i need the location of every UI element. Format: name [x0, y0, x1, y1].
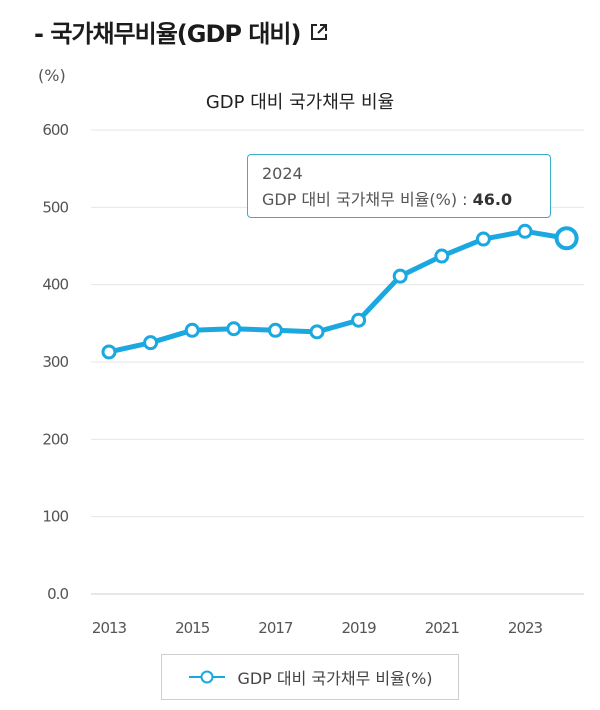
x-tick-label: 2023 — [508, 619, 543, 637]
x-tick-label: 2015 — [175, 619, 210, 637]
data-point[interactable] — [309, 324, 325, 340]
external-link-icon[interactable] — [310, 23, 328, 41]
x-axis-ticks: 2013 2015 2017 2019 2021 2023 — [92, 619, 544, 637]
tooltip: 2024 GDP 대비 국가채무 비율(%) : 46.0 — [247, 154, 551, 218]
y-unit-label: (%) — [38, 66, 66, 85]
data-point[interactable] — [517, 223, 533, 239]
data-point[interactable] — [351, 312, 367, 328]
chart-title: GDP 대비 국가채무 비율 — [206, 92, 394, 113]
data-point[interactable] — [434, 248, 450, 264]
x-tick-label: 2021 — [425, 619, 460, 637]
data-points — [101, 223, 579, 360]
y-tick-label: 300 — [42, 353, 68, 371]
y-axis-ticks: 600 500 400 300 200 100 0.0 — [42, 121, 69, 603]
tooltip-label: GDP 대비 국가채무 비율(%) : — [262, 190, 468, 209]
data-point[interactable] — [475, 231, 491, 247]
x-tick-label: 2017 — [258, 619, 293, 637]
data-point[interactable] — [554, 226, 579, 251]
section-title-text: - 국가채무비율(GDP 대비) — [34, 20, 301, 48]
y-tick-label: 400 — [42, 276, 68, 294]
data-point[interactable] — [101, 344, 117, 360]
data-point[interactable] — [267, 322, 283, 338]
series-line — [106, 228, 570, 355]
legend-label: GDP 대비 국가채무 비율(%) — [237, 669, 433, 688]
y-tick-label: 200 — [42, 430, 68, 448]
x-tick-label: 2019 — [342, 619, 377, 637]
data-point[interactable] — [226, 321, 242, 337]
y-tick-label: 600 — [42, 121, 68, 139]
tooltip-body: GDP 대비 국가채무 비율(%) : 46.0 — [262, 187, 536, 213]
legend[interactable]: GDP 대비 국가채무 비율(%) — [161, 654, 459, 700]
gridlines — [91, 129, 584, 595]
data-point[interactable] — [184, 322, 200, 338]
y-tick-label: 100 — [42, 508, 68, 526]
y-tick-label: 0.0 — [47, 585, 68, 603]
data-point[interactable] — [392, 268, 408, 284]
y-tick-label: 500 — [42, 198, 68, 216]
legend-line-marker-icon — [189, 670, 226, 684]
x-tick-label: 2013 — [92, 619, 127, 637]
section-title: - 국가채무비율(GDP 대비) — [34, 14, 328, 49]
tooltip-value: 46.0 — [472, 190, 513, 209]
tooltip-year: 2024 — [262, 164, 303, 183]
data-point[interactable] — [143, 335, 159, 351]
